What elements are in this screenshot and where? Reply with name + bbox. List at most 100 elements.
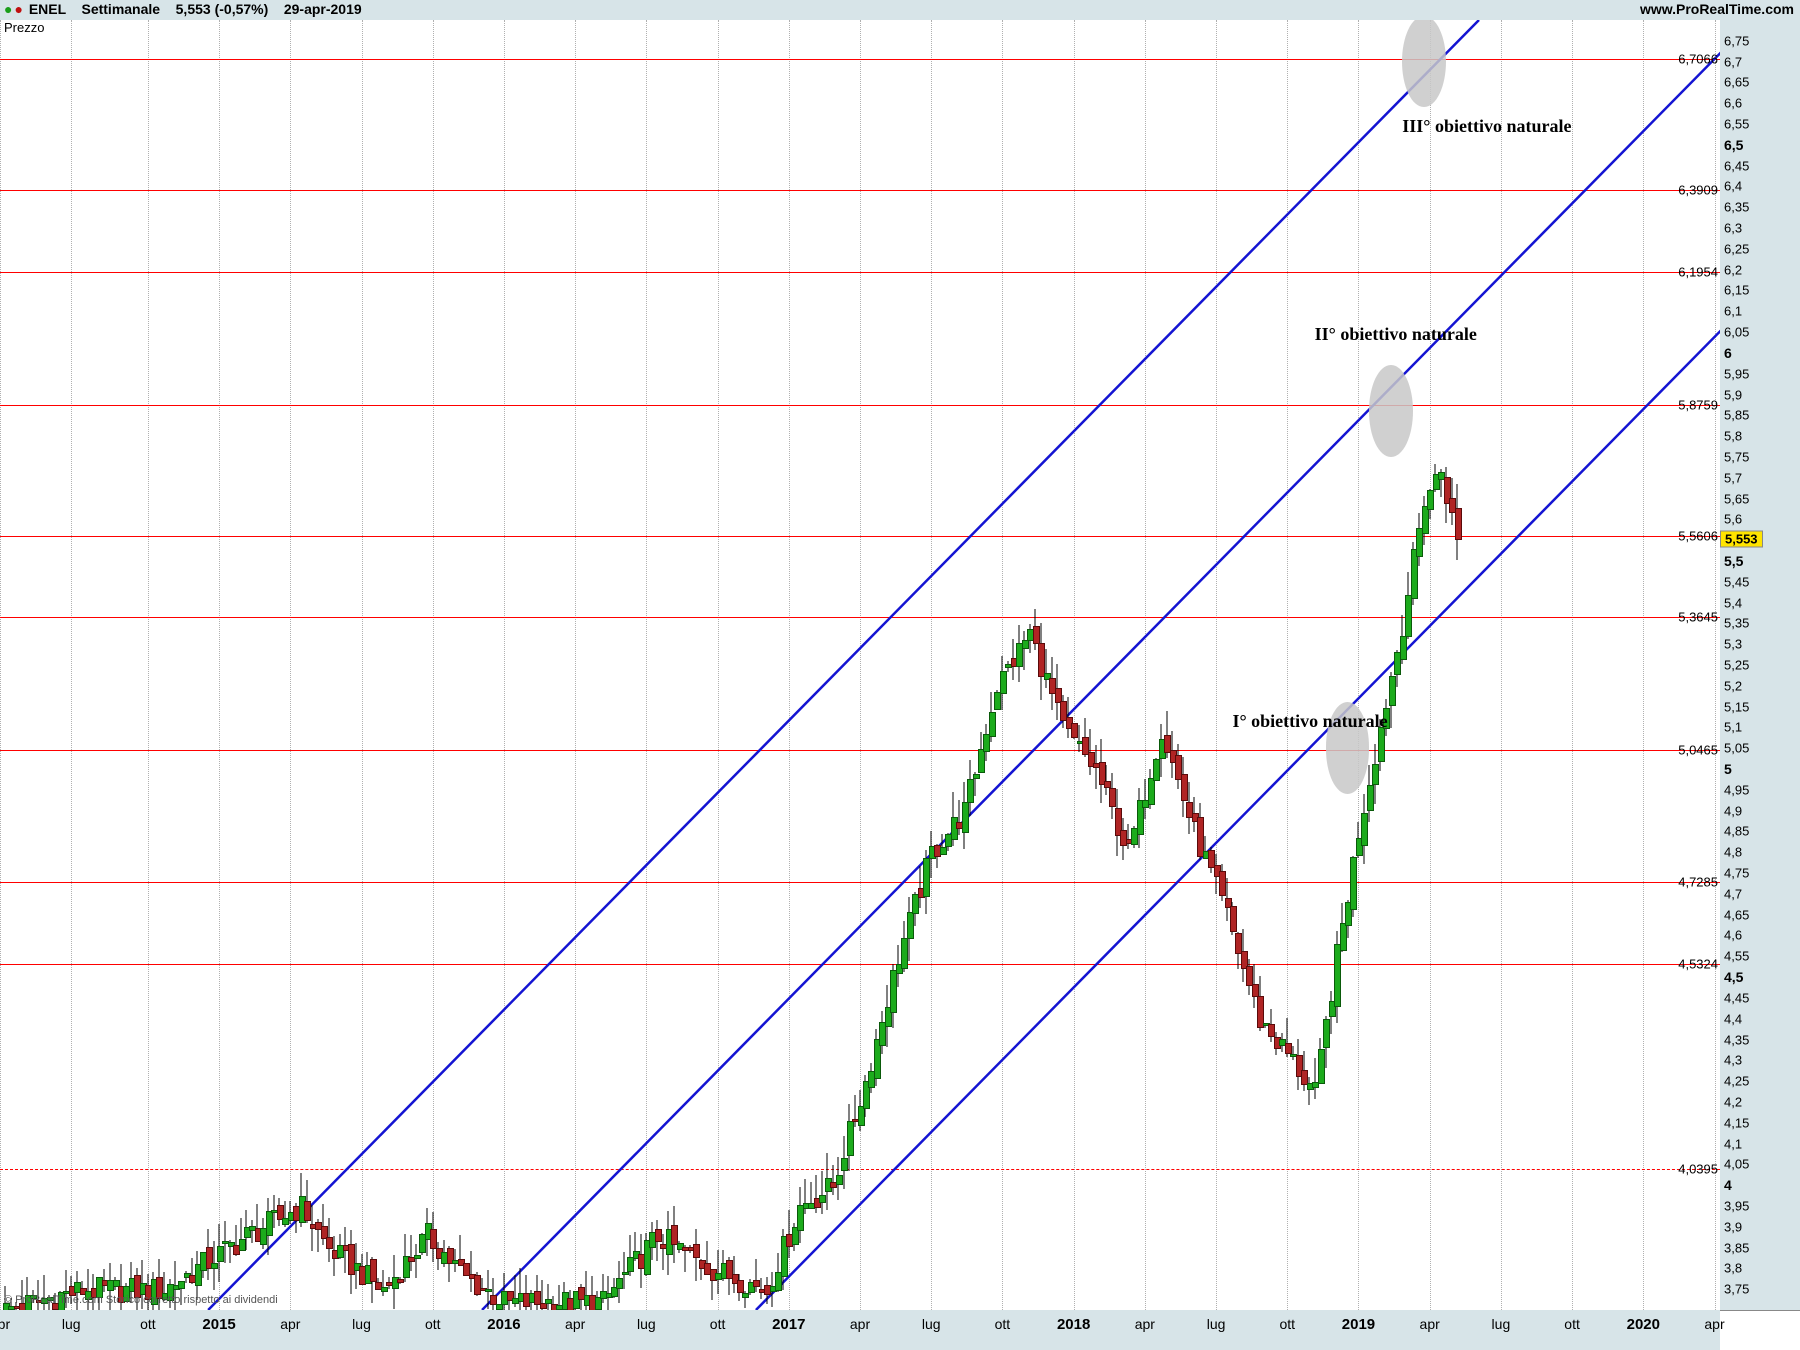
candlestick[interactable] <box>951 792 956 846</box>
candlestick[interactable] <box>994 690 999 709</box>
candlestick[interactable] <box>1350 856 1355 917</box>
candlestick[interactable] <box>1104 765 1109 795</box>
candlestick[interactable] <box>677 1241 682 1253</box>
candlestick[interactable] <box>1263 1023 1268 1028</box>
candlestick[interactable] <box>918 866 923 907</box>
candlestick[interactable] <box>1225 878 1230 921</box>
candlestick[interactable] <box>967 760 972 816</box>
candlestick[interactable] <box>523 1275 528 1311</box>
candlestick[interactable] <box>808 1182 813 1208</box>
candlestick[interactable] <box>200 1252 205 1278</box>
candlestick[interactable] <box>830 1165 835 1196</box>
candlestick[interactable] <box>1367 765 1372 822</box>
candlestick[interactable] <box>682 1245 687 1272</box>
candlestick[interactable] <box>983 724 988 761</box>
candlestick[interactable] <box>847 1104 852 1172</box>
candlestick[interactable] <box>1312 1058 1317 1099</box>
candlestick[interactable] <box>217 1224 222 1282</box>
candlestick[interactable] <box>1296 1039 1301 1091</box>
candlestick[interactable] <box>655 1220 660 1260</box>
candlestick[interactable] <box>896 945 901 987</box>
candlestick[interactable] <box>1345 900 1350 938</box>
candlestick[interactable] <box>863 1075 868 1117</box>
candlestick[interactable] <box>616 1261 621 1303</box>
candlestick[interactable] <box>206 1229 211 1280</box>
candlestick[interactable] <box>271 1195 276 1228</box>
candlestick[interactable] <box>282 1201 287 1227</box>
candlestick[interactable] <box>1115 789 1120 856</box>
candlestick[interactable] <box>819 1171 824 1213</box>
candlestick[interactable] <box>644 1233 649 1275</box>
candlestick[interactable] <box>732 1256 737 1293</box>
candlestick[interactable] <box>1290 1046 1295 1060</box>
candlestick[interactable] <box>1022 631 1027 669</box>
candlestick[interactable] <box>266 1198 271 1255</box>
candlestick[interactable] <box>540 1280 545 1310</box>
candlestick[interactable] <box>912 892 917 926</box>
candlestick[interactable] <box>1411 542 1416 605</box>
candlestick[interactable] <box>978 732 983 772</box>
candlestick[interactable] <box>551 1296 556 1311</box>
candlestick[interactable] <box>781 1229 786 1290</box>
candlestick[interactable] <box>1203 836 1208 857</box>
candlestick[interactable] <box>359 1254 364 1284</box>
candlestick[interactable] <box>1307 1077 1312 1105</box>
candlestick[interactable] <box>556 1285 561 1311</box>
candlestick[interactable] <box>622 1252 627 1288</box>
candlestick[interactable] <box>1186 782 1191 833</box>
candlestick[interactable] <box>184 1271 189 1282</box>
candlestick[interactable] <box>715 1250 720 1294</box>
candlestick[interactable] <box>956 800 961 835</box>
candlestick[interactable] <box>1323 1016 1328 1068</box>
candlestick[interactable] <box>923 850 928 914</box>
y-axis[interactable]: 3,753,83,853,93,9544,054,14,154,24,254,3… <box>1720 20 1800 1311</box>
candlestick[interactable] <box>233 1225 238 1256</box>
candlestick[interactable] <box>490 1278 495 1311</box>
candlestick[interactable] <box>1219 864 1224 901</box>
candlestick[interactable] <box>288 1201 293 1224</box>
candlestick[interactable] <box>907 897 912 961</box>
candlestick[interactable] <box>512 1275 517 1307</box>
candlestick[interactable] <box>726 1257 731 1295</box>
candlestick[interactable] <box>348 1230 353 1295</box>
candlestick[interactable] <box>485 1270 490 1309</box>
candlestick[interactable] <box>742 1291 747 1309</box>
candlestick[interactable] <box>239 1218 244 1250</box>
candlestick[interactable] <box>365 1252 370 1284</box>
candlestick[interactable] <box>1372 744 1377 805</box>
candlestick[interactable] <box>1268 1009 1273 1042</box>
candlestick[interactable] <box>578 1284 583 1311</box>
candlestick[interactable] <box>441 1240 446 1267</box>
candlestick[interactable] <box>1033 609 1038 649</box>
candlestick[interactable] <box>1422 496 1427 544</box>
candlestick[interactable] <box>1455 484 1460 559</box>
candlestick[interactable] <box>1416 513 1421 566</box>
candlestick[interactable] <box>600 1274 605 1303</box>
candlestick[interactable] <box>113 1277 118 1290</box>
candlestick[interactable] <box>518 1268 523 1311</box>
candlestick[interactable] <box>803 1179 808 1214</box>
price-chart[interactable]: 6,70666,39096,19545,87595,56065,36455,04… <box>0 20 1721 1311</box>
candlestick[interactable] <box>1164 711 1169 759</box>
candlestick[interactable] <box>1071 723 1076 739</box>
candlestick[interactable] <box>1444 467 1449 523</box>
candlestick[interactable] <box>611 1278 616 1298</box>
candlestick[interactable] <box>1175 744 1180 789</box>
target-ellipse[interactable] <box>1369 365 1413 457</box>
candlestick[interactable] <box>852 1095 857 1127</box>
candlestick[interactable] <box>666 1211 671 1274</box>
candlestick[interactable] <box>1197 803 1202 860</box>
candlestick[interactable] <box>1285 1018 1290 1057</box>
candlestick[interactable] <box>934 844 939 868</box>
candlestick[interactable] <box>1005 661 1010 672</box>
candlestick[interactable] <box>775 1253 780 1292</box>
candlestick[interactable] <box>836 1157 841 1200</box>
candlestick[interactable] <box>1433 464 1438 492</box>
candlestick[interactable] <box>770 1272 775 1307</box>
candlestick[interactable] <box>414 1244 419 1278</box>
candlestick[interactable] <box>1389 672 1394 728</box>
candlestick[interactable] <box>1235 932 1240 970</box>
candlestick[interactable] <box>189 1258 194 1284</box>
candlestick[interactable] <box>534 1275 539 1311</box>
candlestick[interactable] <box>381 1270 386 1296</box>
